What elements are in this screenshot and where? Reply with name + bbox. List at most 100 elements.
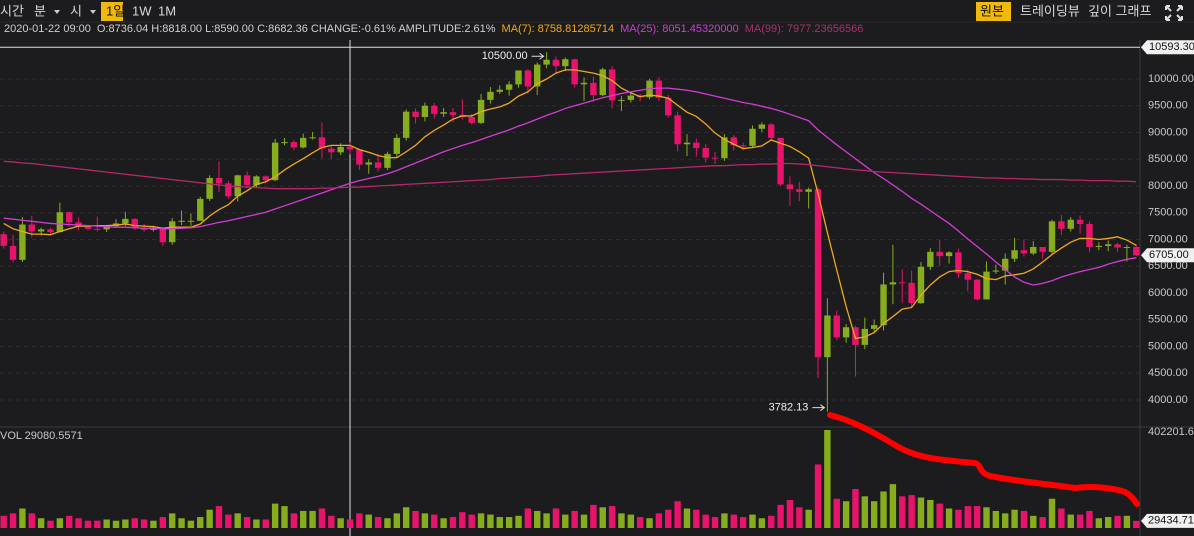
volume-bar (215, 506, 223, 528)
toolbar-tab[interactable]: 1일 (106, 3, 125, 18)
tab-active-bg (101, 2, 123, 21)
volume-bar (768, 515, 775, 528)
y-tick-label: 4500.00 (1148, 367, 1188, 379)
volume-bar (842, 501, 850, 528)
candle-body (534, 64, 541, 87)
volume-bar (337, 518, 344, 528)
candle-body (927, 251, 934, 267)
volume-bar (346, 519, 354, 528)
candle-body (683, 142, 691, 145)
volume-bar (1002, 513, 1009, 528)
volume-bar (318, 508, 326, 528)
volume-bar (861, 496, 869, 528)
candle-body (796, 189, 803, 192)
annotation-arrow (531, 52, 545, 60)
volume-bar (796, 507, 803, 528)
volume-bar (992, 510, 1000, 528)
candle-body (515, 70, 522, 85)
ma-line (3, 160, 1137, 190)
toolbar-tab[interactable]: 깊이 그래프 (1088, 3, 1151, 18)
candle-body (84, 226, 92, 229)
hand-drawn-annotation (827, 412, 1140, 507)
candle-body (1020, 250, 1028, 254)
y-tick-label: 10000.00 (1148, 73, 1194, 85)
volume-bar (964, 506, 971, 528)
candle-body (421, 105, 429, 117)
fullscreen-icon[interactable] (1165, 5, 1183, 21)
volume-bar (234, 513, 241, 528)
candle-body (262, 176, 269, 181)
candle-body (1133, 246, 1140, 256)
volume-bar (562, 514, 569, 528)
candle-body (711, 157, 719, 159)
toolbar-tab[interactable]: 트레이딩뷰 (1020, 3, 1080, 18)
volume-bar (1039, 517, 1046, 528)
candle-body (1067, 219, 1074, 229)
volume-bar (655, 513, 663, 528)
candle-body (356, 149, 363, 165)
info-ma: MA(99): 7977.23656566 (745, 23, 864, 35)
volume-bar (150, 520, 157, 528)
volume-bar (711, 517, 719, 528)
annotation-label: 3782.13 (769, 402, 809, 414)
last-price-box (1141, 248, 1194, 263)
candle-body (243, 175, 251, 185)
volume-bar (515, 515, 522, 528)
volume-bar (927, 499, 934, 528)
candle-body (945, 252, 953, 257)
info-bar: 2020-01-22 09:00 O:8736.04 H:8818.00 L:85… (4, 23, 863, 35)
volume-bar (402, 507, 410, 528)
y-tick-label: 9500.00 (1148, 100, 1188, 112)
y-tick-label: 5000.00 (1148, 340, 1188, 352)
toolbar-tab[interactable]: 원본 (980, 3, 1004, 18)
volume-bar (206, 509, 213, 528)
candle-body (1002, 258, 1009, 271)
volume-bar (646, 518, 653, 528)
volume-bar (814, 464, 822, 528)
candle-body (880, 284, 887, 326)
volume-bar (412, 510, 419, 528)
volume-bar (431, 514, 438, 528)
candle-body (739, 145, 747, 147)
candle-body (103, 226, 110, 230)
candle-body (449, 112, 457, 115)
ma-line (3, 87, 1137, 286)
volume-bar (225, 514, 232, 528)
last-volume-label: 29434.71 (1148, 515, 1194, 527)
candle-body (215, 177, 223, 184)
candle-body (1104, 244, 1112, 246)
dropdown-arrow (90, 10, 96, 14)
volume-bar (468, 514, 475, 528)
volume-bar (66, 515, 73, 528)
candle-body (487, 91, 494, 100)
toolbar-tab[interactable]: 시 (70, 3, 82, 18)
toolbar-tab[interactable]: 시간 (0, 3, 24, 18)
volume-bar (253, 519, 260, 528)
volume-bar (1030, 515, 1037, 528)
candle-body (505, 84, 513, 90)
candle-body (805, 189, 812, 192)
toolbar-tab[interactable]: 1W (132, 3, 152, 18)
y-tick-label: 7500.00 (1148, 207, 1188, 219)
toolbar-tab[interactable]: 분 (34, 3, 46, 18)
volume-bar (1133, 520, 1140, 528)
volume-bar (112, 520, 120, 528)
candle-body (0, 234, 7, 246)
toolbar-tab[interactable]: 1M (158, 3, 176, 18)
candle-body (730, 137, 737, 146)
candle-body (47, 229, 54, 233)
volume-bar (908, 495, 915, 528)
volume-bar (47, 520, 54, 528)
candle-body (768, 124, 775, 138)
candle-body (328, 148, 335, 153)
volume-bar (1011, 509, 1018, 528)
candle-body (393, 137, 401, 154)
volume-bar (833, 498, 840, 528)
vol-label: VOL 29080.5571 (0, 430, 83, 442)
volume-bar (824, 430, 831, 528)
candle-body (992, 270, 1000, 272)
last-price-label: 6705.00 (1149, 249, 1189, 261)
volume-bar (384, 518, 391, 528)
candle-body (973, 279, 981, 300)
